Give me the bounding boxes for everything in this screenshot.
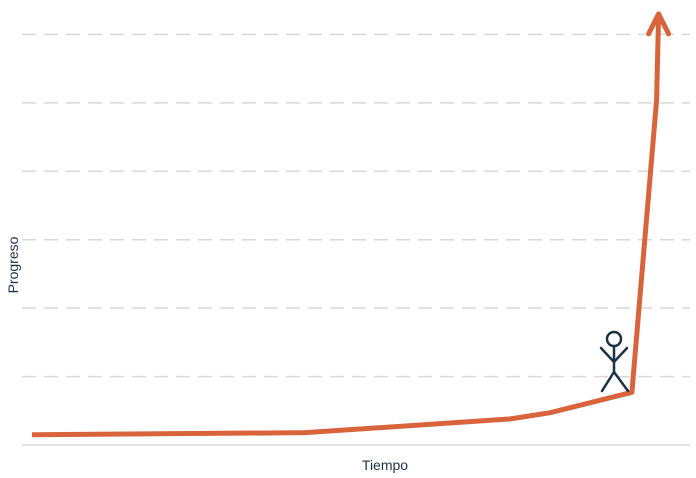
x-axis-label: Tiempo <box>362 457 408 473</box>
grid <box>22 33 690 446</box>
stick-figure <box>599 330 630 393</box>
arrow-head <box>646 11 672 37</box>
plot <box>32 11 672 438</box>
line <box>32 13 662 438</box>
y-axis-label: Progreso <box>5 236 21 293</box>
